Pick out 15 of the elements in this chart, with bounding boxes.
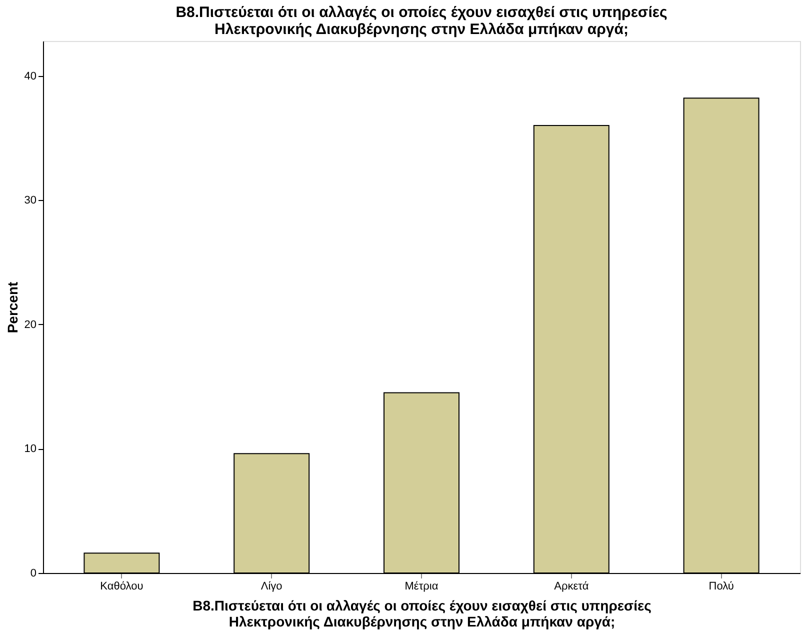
y-tick-label: 0 (30, 568, 36, 580)
y-tick-label: 40 (24, 70, 36, 82)
y-tick-label: 20 (24, 318, 36, 331)
y-tick-label: 30 (24, 194, 36, 207)
x-tick-label: Λίγο (260, 580, 282, 592)
y-tick-label: 10 (24, 443, 36, 456)
text: Ηλεκτρονικής Διακυβέρνησης στην Ελλάδα μπήκαν αργά; (228, 614, 616, 630)
text: Ηλεκτρονικής Διακυβέρνησης στην Ελλάδα μπήκαν αργά; (214, 21, 628, 38)
x-tick-label: Αρκετά (554, 580, 590, 592)
text: B8.Πιστεύεται ότι οι αλλαγές οι οποίες έχουν εισαχθεί στις υπηρεσίες (176, 4, 668, 21)
y-axis-title: Percent (4, 281, 20, 334)
x-tick-label: Πολύ (708, 580, 734, 592)
text: B8.Πιστεύεται ότι οι αλλαγές οι οποίες έχουν εισαχθεί στις υπηρεσίες (192, 598, 652, 614)
x-tick-label: Καθόλου (100, 580, 144, 592)
x-tick-label: Μέτρια (404, 580, 439, 592)
